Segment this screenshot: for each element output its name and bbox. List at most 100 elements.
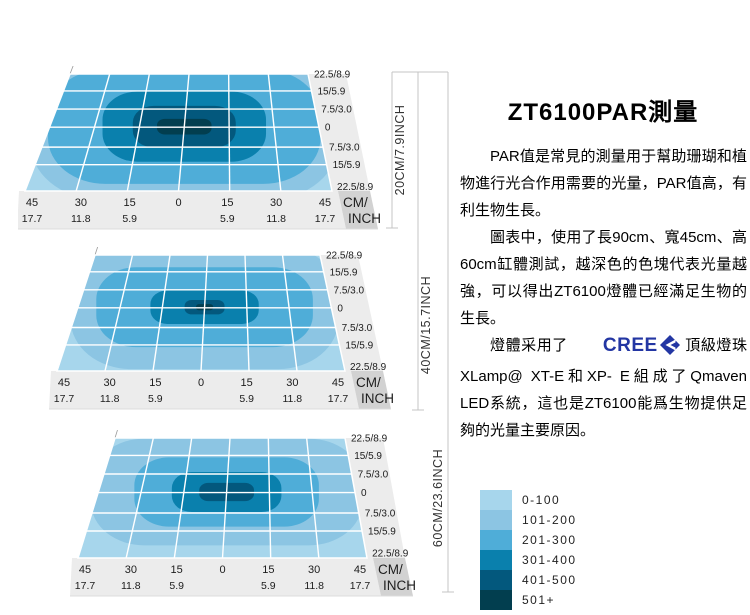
x-tick-label-cm: 45 bbox=[354, 564, 366, 576]
plot-border bbox=[23, 73, 333, 192]
x-tick-label-inch: 11.8 bbox=[304, 580, 324, 592]
x-tick-label-inch: 17.7 bbox=[315, 213, 336, 225]
grid-line-v bbox=[152, 255, 171, 371]
plot-border bbox=[55, 254, 346, 372]
x-tick-label-inch: 5.9 bbox=[239, 393, 254, 405]
grid-line-v bbox=[227, 74, 231, 191]
legend-item: 201-300 bbox=[480, 530, 577, 550]
legend-label: 401-500 bbox=[522, 573, 577, 587]
depth-ruler-label: 40CM/15.7INCH bbox=[419, 276, 433, 374]
par-contour-plot-20cm: 22.5/8.9 15/5.9 7.5/3.0 0 7.5/3.0 15/5.9 22.5/… bbox=[18, 66, 381, 230]
cree-logo: CREE bbox=[573, 332, 680, 363]
y-tick-label: 22.5/8.9 bbox=[350, 362, 387, 373]
x-tick-label-cm: 0 bbox=[219, 564, 225, 576]
y-tick-band bbox=[345, 438, 405, 558]
paragraph-led-after: 頂級燈珠XLamp@ XT-E和XP- E組成了Qmaven LED系統，這也是… bbox=[460, 337, 747, 439]
par-contour-plot-40cm: 22.5/8.9 15/5.9 7.5/3.0 0 7.5/3.0 15/5.9 22.5/… bbox=[49, 247, 394, 410]
grid-line-v bbox=[281, 255, 298, 371]
y-tick-label: 7.5/3.0 bbox=[321, 105, 352, 116]
legend-label: 101-200 bbox=[522, 513, 577, 527]
grid-line-v bbox=[173, 438, 193, 558]
x-tick-label-inch: 11.8 bbox=[100, 393, 120, 405]
x-tick-label-inch: 11.8 bbox=[71, 213, 91, 225]
x-axis-strip bbox=[70, 558, 381, 596]
x-tick-label-cm: 45 bbox=[332, 377, 344, 389]
x-tick-label-inch: 17.7 bbox=[328, 393, 349, 405]
axis-unit-label: INCH bbox=[361, 391, 394, 406]
contour-field bbox=[57, 255, 345, 371]
grid-line-v bbox=[125, 438, 155, 558]
axis-unit-label: CM/ bbox=[378, 562, 403, 577]
depth-ruler-label: 20CM/7.9INCH bbox=[393, 105, 407, 196]
contour-field bbox=[25, 74, 332, 191]
grid-line-v bbox=[305, 438, 320, 558]
y-tick-label: 7.5/3.0 bbox=[342, 323, 373, 334]
depth-rulers: 20CM/7.9INCH 40CM/15.7INCH 60CM/23.6INCH bbox=[386, 71, 454, 593]
y-tick-label: 15/5.9 bbox=[333, 160, 361, 171]
legend-swatch bbox=[480, 510, 512, 530]
legend-item: 401-500 bbox=[480, 570, 577, 590]
legend-label: 301-400 bbox=[522, 553, 577, 567]
x-tick-label-cm: 15 bbox=[171, 564, 183, 576]
x-tick-label-cm: 45 bbox=[319, 197, 331, 209]
grid-line-v bbox=[244, 255, 250, 371]
x-tick-label-inch: 5.9 bbox=[122, 213, 137, 225]
x-tick-label-cm: 45 bbox=[79, 564, 91, 576]
legend-swatch bbox=[480, 550, 512, 570]
x-tick-label-cm: 45 bbox=[26, 197, 38, 209]
grid-line-v bbox=[177, 74, 190, 191]
unit-corner bbox=[373, 558, 413, 596]
y-tick-label: 22.5/8.9 bbox=[372, 549, 409, 560]
x-tick-label-cm: 30 bbox=[125, 564, 137, 576]
description-text: PAR值是常見的測量用于幫助珊瑚和植物進行光合作用需要的光量，PAR值高，有利生… bbox=[460, 143, 747, 444]
x-tick-label-cm: 30 bbox=[104, 377, 116, 389]
x-tick-label-inch: 5.9 bbox=[261, 580, 276, 592]
legend-item: 101-200 bbox=[480, 510, 577, 530]
x-tick-label-inch: 11.8 bbox=[266, 213, 286, 225]
x-tick-label-cm: 30 bbox=[308, 564, 320, 576]
x-tick-label-inch: 5.9 bbox=[220, 213, 235, 225]
y-tick-label: 15/5.9 bbox=[368, 527, 396, 538]
y-tick-label: 22.5/8.9 bbox=[337, 182, 374, 193]
x-tick-label-cm: 30 bbox=[75, 197, 87, 209]
y-tick-label: 22.5/8.9 bbox=[314, 70, 351, 81]
y-tick-band bbox=[308, 74, 370, 191]
x-axis-strip bbox=[49, 371, 359, 409]
x-tick-label-inch: 11.8 bbox=[282, 393, 302, 405]
par-legend: 0-100 101-200 201-300 301-400 401-500 501+ bbox=[480, 490, 577, 610]
y-tick-label: 15/5.9 bbox=[345, 340, 373, 351]
x-tick-label-inch: 5.9 bbox=[148, 393, 163, 405]
axis-unit-label: CM/ bbox=[343, 195, 368, 210]
y-tick-band bbox=[320, 255, 383, 371]
legend-swatch bbox=[480, 490, 512, 510]
x-tick-label-cm: 30 bbox=[286, 377, 298, 389]
grid-line-v bbox=[267, 74, 282, 191]
unit-corner bbox=[338, 191, 378, 229]
plot-border bbox=[76, 437, 368, 559]
grid-line-v bbox=[104, 255, 134, 371]
y-tick-label: 15/5.9 bbox=[354, 451, 382, 462]
cree-logo-text: CREE bbox=[602, 335, 658, 356]
paragraph-par-intro: PAR值是常見的測量用于幫助珊瑚和植物進行光合作用需要的光量，PAR值高，有利生… bbox=[460, 148, 747, 219]
x-tick-label-cm: 15 bbox=[241, 377, 253, 389]
axis-unit-label: INCH bbox=[348, 211, 381, 226]
x-tick-label-inch: 17.7 bbox=[22, 213, 43, 225]
x-tick-label-inch: 17.7 bbox=[54, 393, 75, 405]
legend-item: 501+ bbox=[480, 590, 577, 610]
par-contour-plot-60cm: 22.5/8.9 15/5.9 7.5/3.0 0 7.5/3.0 15/5.9 22.5/… bbox=[70, 430, 416, 597]
depth-ruler-label: 60CM/23.6INCH bbox=[431, 449, 445, 547]
contour-field bbox=[78, 438, 367, 558]
unit-corner bbox=[351, 371, 391, 409]
y-tick-label: 15/5.9 bbox=[330, 267, 358, 278]
x-tick-label-inch: 17.7 bbox=[350, 580, 371, 592]
paragraph-led-system: 燈體采用了 CREE 頂級燈珠XLamp@ XT-E和XP- E組成了Qmaven … bbox=[460, 332, 747, 444]
grid-line-v bbox=[126, 74, 151, 191]
grid-line-v bbox=[75, 74, 111, 191]
grid-line-v bbox=[267, 438, 272, 558]
legend-label: 0-100 bbox=[522, 493, 561, 507]
y-tick-label: 7.5/3.0 bbox=[334, 285, 365, 296]
y-tick-label: 22.5/8.9 bbox=[326, 251, 363, 262]
x-tick-label-cm: 15 bbox=[149, 377, 161, 389]
legend-label: 501+ bbox=[522, 593, 556, 607]
